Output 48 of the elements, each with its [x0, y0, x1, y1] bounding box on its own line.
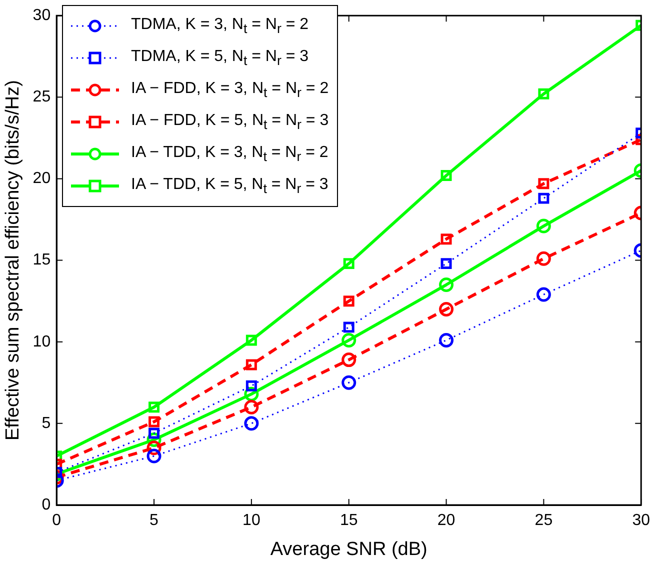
point	[440, 170, 452, 181]
y-tick-label: 20	[32, 170, 51, 188]
point	[148, 402, 160, 413]
point	[440, 258, 452, 270]
y-axis-title: Effective sum spectral efficiency (bits/s/Hz)	[2, 80, 24, 441]
point	[439, 278, 454, 292]
point	[439, 302, 454, 316]
x-tick-label: 30	[632, 512, 650, 530]
point	[246, 359, 257, 370]
point	[343, 322, 354, 333]
legend-label: IA − TDD, K = 5, N$_{t}$ = N$_{r}$ = 3	[131, 176, 328, 196]
point	[538, 88, 550, 100]
point	[343, 258, 354, 270]
point	[440, 234, 452, 245]
point	[342, 332, 356, 348]
legend-label: IA − TDD, K = 3, N$_{t}$ = N$_{r}$ = 2	[131, 144, 328, 164]
point	[536, 287, 551, 302]
y-tick-label: 25	[32, 88, 51, 106]
point	[538, 178, 550, 190]
y-tick-label: 15	[32, 252, 51, 269]
legend-label: IA − FDD, K = 3, N$_{t}$ = N$_{r}$ = 2	[131, 80, 329, 100]
point	[439, 332, 454, 348]
point	[342, 352, 356, 368]
point	[244, 416, 259, 431]
x-tick-label: 5	[150, 512, 159, 530]
y-tick-label: 10	[32, 333, 51, 350]
point	[148, 416, 160, 428]
point	[246, 334, 257, 346]
legend-label: TDMA, K = 3, N$_{t}$ = N$_{r}$ = 2	[131, 16, 309, 36]
point	[148, 428, 160, 439]
point	[342, 375, 356, 390]
y-tick-label: 30	[32, 7, 51, 24]
x-tick-label: 15	[340, 512, 358, 530]
legend-label: IA − FDD, K = 5, N$_{t}$ = N$_{r}$ = 3	[131, 112, 329, 132]
point	[244, 400, 259, 414]
x-tick-label: 10	[242, 512, 260, 530]
x-tick-label: 25	[534, 512, 553, 530]
legend-label: TDMA, K = 5, N$_{t}$ = N$_{r}$ = 3	[131, 48, 309, 68]
x-tick-label: 20	[437, 512, 456, 530]
x-axis-title: Average SNR (dB)	[270, 538, 428, 560]
point	[146, 448, 162, 464]
point	[246, 380, 257, 392]
point	[343, 296, 354, 307]
y-tick-label: 5	[42, 414, 51, 432]
y-tick-label: 0	[42, 496, 51, 514]
point	[536, 218, 551, 234]
point	[536, 251, 551, 266]
point	[538, 192, 550, 204]
